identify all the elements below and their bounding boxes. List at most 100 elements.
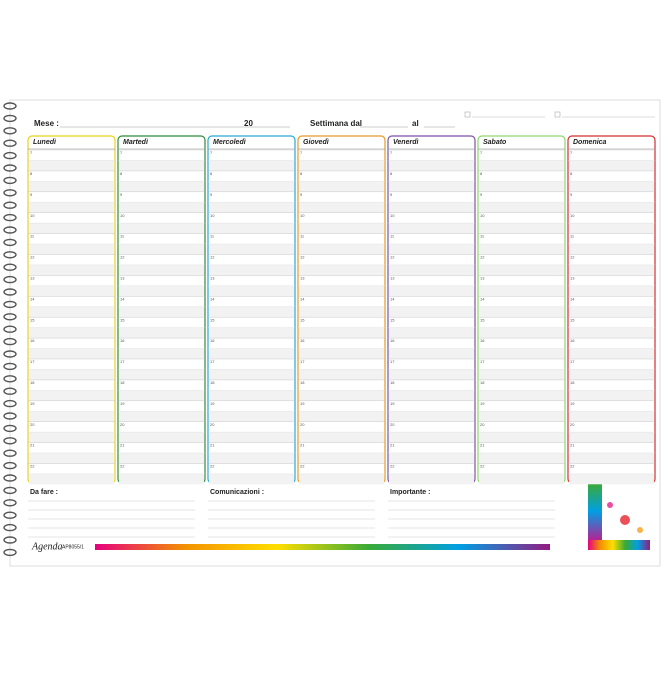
day-name: Lunedì: [33, 139, 56, 146]
hour-label: 13: [30, 275, 35, 280]
spiral-ring: [3, 313, 17, 321]
hour-band: [569, 348, 654, 359]
hour-label: 9: [390, 192, 393, 197]
hour-label: 14: [300, 296, 305, 301]
hour-label: 8: [210, 171, 213, 176]
hour-band: [29, 244, 114, 255]
hour-label: 15: [390, 317, 395, 322]
checkbox: [554, 111, 561, 118]
hour-band: [29, 160, 114, 171]
hour-label: 22: [30, 464, 35, 469]
hour-label: 10: [210, 213, 215, 218]
hour-label: 18: [210, 380, 215, 385]
hour-label: 14: [480, 296, 485, 301]
spiral-ring: [3, 213, 17, 222]
spiral-ring: [3, 151, 17, 160]
hour-label: 15: [30, 317, 35, 322]
hour-label: 10: [120, 213, 125, 218]
hour-label: 18: [30, 380, 35, 385]
spiral-ring: [3, 102, 17, 110]
hour-label: 7: [390, 150, 393, 155]
hour-band: [569, 453, 654, 464]
hour-label: 21: [30, 443, 35, 448]
hour-band: [479, 223, 564, 234]
spiral-ring: [3, 263, 17, 271]
hour-band: [209, 432, 294, 443]
hour-band: [479, 202, 564, 213]
spiral-ring: [3, 139, 17, 147]
hour-label: 8: [390, 171, 393, 176]
hour-label: 14: [210, 296, 215, 301]
hour-label: 8: [120, 171, 123, 176]
hour-label: 17: [300, 359, 305, 364]
hour-label: 22: [210, 464, 215, 469]
hour-band: [209, 453, 294, 464]
spiral-ring: [3, 300, 17, 309]
hour-band: [29, 202, 114, 213]
hour-band: [299, 202, 384, 213]
hour-band: [119, 285, 204, 297]
day-name: Domenica: [573, 139, 607, 146]
hour-label: 16: [120, 338, 125, 343]
hour-band: [389, 411, 474, 422]
hour-label: 20: [30, 422, 35, 427]
spiral-ring: [3, 251, 17, 259]
hour-label: 10: [30, 213, 35, 218]
hour-band: [209, 348, 294, 359]
hour-label: 10: [300, 213, 305, 218]
hour-band: [569, 202, 654, 213]
hour-band: [389, 264, 474, 276]
spiral-ring: [3, 511, 17, 519]
hour-band: [209, 369, 294, 380]
hour-label: 13: [210, 275, 215, 280]
hour-band: [569, 160, 654, 171]
hour-band: [299, 181, 384, 192]
hour-label: 19: [480, 401, 485, 406]
hour-label: 19: [570, 401, 575, 406]
hour-label: 20: [210, 422, 215, 427]
decor-strip: [95, 544, 550, 550]
spiral-ring: [3, 176, 17, 185]
hour-band: [479, 369, 564, 380]
hour-label: 9: [210, 192, 213, 197]
hour-band: [209, 285, 294, 297]
week-from: Settimana dal: [310, 119, 362, 128]
hour-label: 22: [390, 464, 395, 469]
hour-label: 12: [480, 255, 485, 260]
hour-label: 14: [120, 296, 125, 301]
hour-label: 12: [300, 255, 305, 260]
hour-band: [29, 285, 114, 297]
hour-label: 22: [120, 464, 125, 469]
spiral-ring: [3, 189, 17, 197]
hour-label: 14: [390, 296, 395, 301]
hour-band: [209, 473, 294, 485]
hour-label: 18: [480, 380, 485, 385]
hour-label: 15: [570, 317, 575, 322]
decor-bar: [588, 540, 650, 550]
hour-label: 13: [570, 275, 575, 280]
checkbox: [464, 111, 471, 118]
hour-label: 12: [30, 255, 35, 260]
hour-band: [569, 244, 654, 255]
hour-label: 9: [300, 192, 303, 197]
hour-label: 21: [300, 443, 305, 448]
hour-band: [389, 453, 474, 464]
spiral-ring: [3, 461, 17, 470]
hour-label: 15: [210, 317, 215, 322]
logo: Agenda: [31, 541, 63, 552]
hour-band: [209, 223, 294, 234]
hour-band: [389, 473, 474, 485]
hour-label: 10: [570, 213, 575, 218]
hour-label: 8: [570, 171, 573, 176]
hour-label: 10: [480, 213, 485, 218]
hour-band: [389, 160, 474, 171]
hour-band: [119, 327, 204, 338]
hour-band: [119, 244, 204, 255]
hour-band: [119, 473, 204, 485]
section-title: Comunicazioni :: [210, 489, 264, 496]
hour-label: 19: [210, 401, 215, 406]
hour-label: 7: [570, 150, 573, 155]
hour-label: 11: [570, 234, 575, 239]
hour-label: 15: [120, 317, 125, 322]
hour-band: [29, 327, 114, 338]
